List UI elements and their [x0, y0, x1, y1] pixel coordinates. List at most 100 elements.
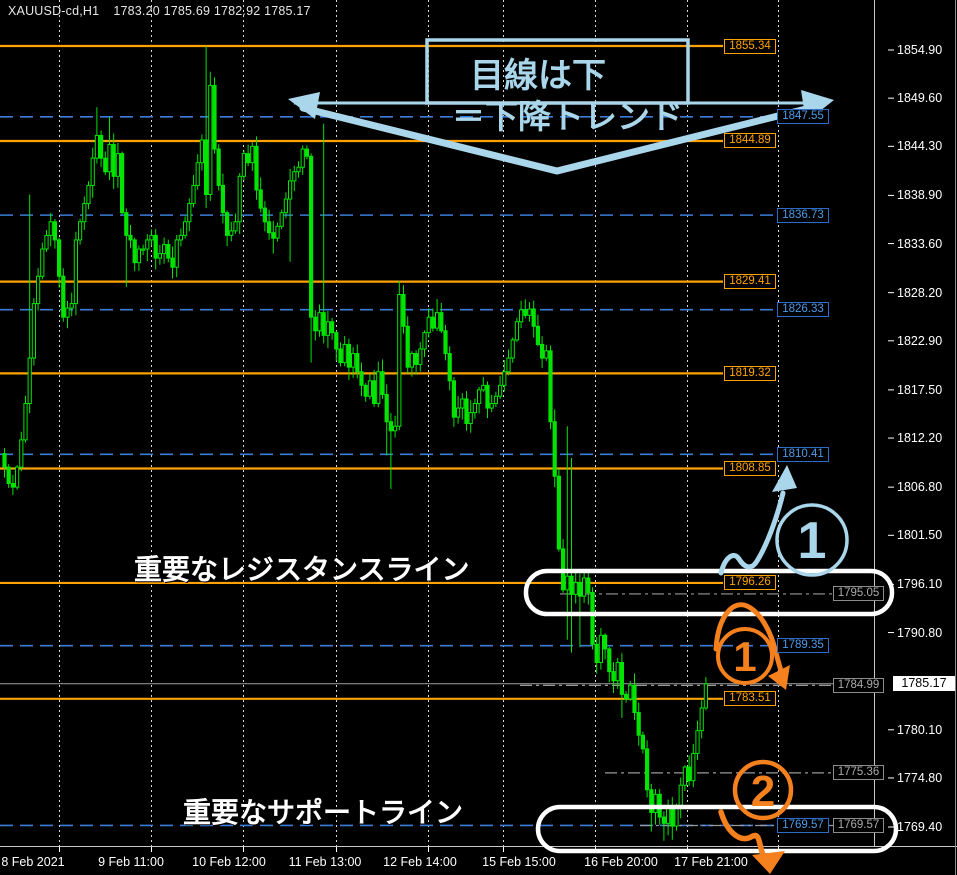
candle-body — [666, 807, 671, 824]
orange-level-price-tag[interactable]: 1796.26 — [724, 575, 776, 591]
candle-body — [418, 348, 423, 365]
blue-level-price-tag[interactable]: 1826.33 — [777, 302, 829, 318]
candle-body — [376, 371, 381, 405]
support-break-arrow[interactable] — [718, 809, 767, 860]
candle-body — [10, 482, 16, 488]
candle-body — [262, 207, 267, 223]
time-axis-label: 9 Feb 11:00 — [98, 855, 164, 869]
trend-annotation-line1[interactable]: 目線は下 — [470, 57, 606, 95]
candle-body — [649, 789, 654, 813]
resistance-annotation-text[interactable]: 重要なレジスタンスライン — [134, 554, 470, 585]
downtrend-v-arrow[interactable] — [299, 103, 818, 175]
candle-body — [661, 816, 666, 824]
candle-body — [69, 303, 74, 309]
candle-body — [36, 275, 41, 305]
candle-body — [111, 144, 116, 177]
candle-body — [674, 807, 679, 827]
blue-level-price-tag[interactable]: 1836.73 — [777, 207, 829, 223]
blue-level-price-tag[interactable]: 1789.35 — [777, 638, 829, 654]
candle-body — [296, 166, 301, 173]
candle-body — [73, 239, 79, 305]
candle-body — [556, 475, 561, 550]
time-axis-label: 15 Feb 15:00 — [482, 855, 556, 869]
price-axis-label: 1838.90 — [897, 188, 943, 203]
support-zone-highlight-ellipse[interactable] — [535, 804, 899, 854]
candle-body — [145, 239, 150, 250]
candle-body — [594, 643, 599, 664]
candle-body — [510, 339, 515, 359]
candle-body — [195, 162, 200, 186]
candle-body — [241, 153, 247, 177]
candle-body — [309, 155, 314, 318]
candle-body — [65, 307, 70, 318]
candle-body — [439, 312, 444, 332]
trend-annotation-line2[interactable]: ＝下降トレンド — [452, 98, 683, 135]
candle-body — [603, 634, 608, 650]
price-axis-label: 1769.40 — [897, 820, 943, 835]
bounce-up-arrow[interactable] — [718, 490, 786, 576]
scenario-1-orange-badge-circle[interactable] — [716, 627, 774, 685]
candle-body — [275, 225, 280, 239]
trend-note-callout-box[interactable] — [425, 38, 690, 105]
candle-body — [288, 180, 293, 200]
price-axis-label: 1849.60 — [897, 91, 943, 106]
candle-body — [48, 221, 53, 236]
candle-body — [695, 730, 700, 754]
ohlc-readout: 1783.20 1785.69 1782.92 1785.17 — [113, 4, 311, 18]
candle-body — [78, 221, 83, 241]
breakdown-arc-arrow[interactable] — [713, 602, 788, 685]
candle-body — [94, 134, 100, 159]
orange-level-price-tag[interactable]: 1855.34 — [724, 38, 776, 54]
candle-body — [573, 582, 578, 595]
gray-level-price-tag[interactable]: 1795.05 — [833, 586, 884, 602]
candle-body — [107, 144, 112, 173]
orange-level-price-tag[interactable]: 1783.51 — [724, 691, 776, 707]
blue-level-price-tag[interactable]: 1847.55 — [777, 109, 829, 125]
scenario-1-blue-badge-circle[interactable] — [775, 503, 849, 577]
orange-level-price-tag[interactable]: 1819.32 — [724, 365, 776, 381]
resistance-zone-highlight-ellipse[interactable] — [523, 568, 895, 617]
candle-body — [414, 353, 419, 365]
candle-body — [258, 189, 263, 209]
candle-body — [485, 384, 490, 409]
candle-body — [540, 343, 545, 359]
candle-body — [502, 371, 507, 386]
candle-body — [615, 662, 620, 682]
candle-body — [170, 257, 175, 268]
scenario-2-orange-badge-circle[interactable] — [732, 759, 794, 821]
orange-level-price-tag[interactable]: 1829.41 — [724, 274, 776, 290]
candle-body — [23, 403, 28, 441]
candle-body — [464, 398, 469, 425]
candle-body — [250, 145, 255, 164]
candle-body — [582, 577, 587, 597]
candle-body — [346, 343, 351, 368]
candle-body — [338, 348, 343, 364]
orange-level-price-tag[interactable]: 1808.85 — [724, 461, 776, 476]
price-axis-label: 1790.80 — [897, 625, 943, 640]
price-axis-label: 1844.30 — [897, 139, 943, 154]
candle-body — [128, 234, 133, 241]
gray-level-price-tag[interactable]: 1775.36 — [833, 765, 884, 781]
blue-level-price-tag[interactable]: 1810.41 — [777, 446, 829, 462]
candle-body — [82, 203, 87, 223]
candle-body — [397, 293, 402, 427]
price-axis-label: 1812.20 — [897, 431, 943, 446]
support-annotation-text[interactable]: 重要なサポートライン — [183, 797, 464, 828]
candle-body — [586, 577, 591, 594]
gray-level-price-tag[interactable]: 1769.57 — [833, 817, 884, 833]
candle-body — [267, 221, 272, 234]
candle-body — [153, 234, 158, 259]
blue-level-price-tag[interactable]: 1769.57 — [777, 817, 829, 833]
time-axis-label: 10 Feb 12:00 — [192, 855, 266, 869]
gray-level-price-tag[interactable]: 1784.99 — [833, 677, 884, 693]
candle-body — [443, 330, 448, 355]
candle-body — [653, 793, 658, 813]
orange-level-price-tag[interactable]: 1844.89 — [724, 133, 776, 149]
candle-body — [52, 221, 57, 241]
candle-body — [372, 380, 377, 405]
candle-body — [321, 312, 326, 336]
candle-body — [233, 221, 238, 232]
candle-body — [178, 234, 184, 241]
